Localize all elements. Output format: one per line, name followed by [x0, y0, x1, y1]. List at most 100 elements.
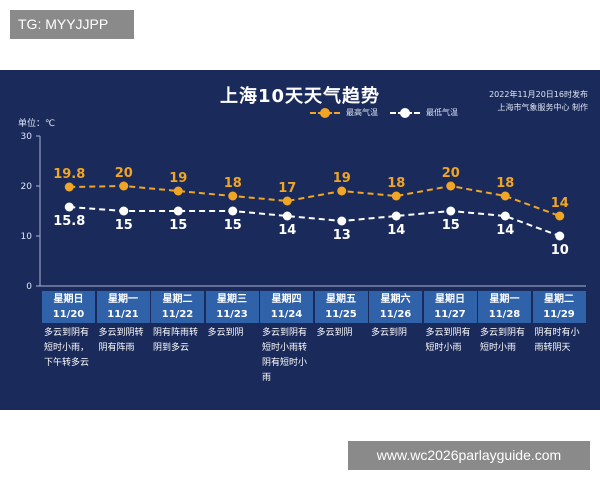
date-label: 11/24: [270, 309, 303, 320]
date-label: 11/27: [434, 309, 466, 320]
low-temp-label: 15.8: [53, 214, 85, 229]
low-temp-point: [446, 206, 456, 216]
day-header: 星期一 11/21: [96, 291, 150, 323]
weekday-label: 星期日: [53, 294, 84, 305]
y-tick-label: 30: [21, 132, 33, 142]
day-header: 星期日 11/20: [42, 291, 95, 323]
day-column: 星期四 11/24 多云到阴有 短时小雨转 阴有短时小 雨: [260, 291, 313, 386]
weather-description: 多云到阴: [207, 328, 244, 338]
date-label: 11/20: [52, 309, 85, 320]
low-temp-point: [282, 211, 292, 221]
weekday-label: 星期三: [217, 294, 247, 305]
weekday-label: 星期六: [380, 294, 411, 305]
high-temp-label: 18: [496, 176, 514, 191]
high-temp-label: 19.8: [53, 167, 85, 182]
legend-high-label: 最高气温: [346, 108, 378, 117]
publish-info: 2022年11月20日16时发布 上海市气象服务中心 制作: [489, 88, 588, 114]
day-header: 星期二 11/22: [151, 291, 204, 323]
high-temp-point: [391, 191, 401, 201]
high-temp-label: 18: [224, 176, 242, 191]
publish-date: 2022年11月20日16时发布: [489, 90, 588, 99]
day-column: 星期六 11/26 多云到阴: [369, 291, 422, 341]
day-column: 星期一 11/21 多云到阴转 阴有阵雨: [96, 291, 150, 356]
day-header: 星期三 11/23: [205, 291, 259, 323]
legend-high-swatch: [310, 107, 340, 118]
low-temp-point: [228, 206, 238, 216]
weather-description: 阴有时有小 雨转阴天: [534, 328, 580, 353]
low-temp-point: [64, 202, 74, 212]
low-temp-label: 15: [224, 218, 242, 233]
day-header: 星期四 11/24: [260, 291, 313, 323]
date-label: 11/28: [488, 309, 521, 320]
weekday-label: 星期日: [435, 294, 465, 305]
low-temp-line: [69, 206, 561, 237]
weekday-label: 星期一: [489, 294, 520, 305]
high-temp-point: [119, 181, 129, 191]
day-header: 星期五 11/25: [314, 291, 368, 323]
high-temp-point: [228, 191, 238, 201]
high-temp-point: [64, 182, 74, 192]
high-temp-point: [555, 211, 565, 221]
high-temp-label: 14: [551, 196, 569, 211]
weekday-label: 星期四: [271, 294, 302, 305]
watermark-bottom: www.wc2026parlayguide.com: [348, 441, 590, 470]
low-temp-point: [500, 211, 510, 221]
high-temp-point: [173, 186, 183, 196]
high-temp-label: 19: [169, 171, 187, 186]
day-column: 星期五 11/25 多云到阴: [314, 291, 368, 341]
date-label: 11/21: [107, 309, 139, 320]
y-tick-label: 10: [21, 232, 33, 242]
y-tick-label: 0: [26, 282, 32, 292]
day-column: 星期一 11/28 多云到阴有 短时小雨: [478, 291, 531, 356]
date-label: 11/29: [543, 309, 575, 320]
low-temp-point: [173, 206, 183, 216]
legend-low-label: 最低气温: [426, 108, 458, 117]
low-temp-label: 14: [496, 223, 514, 238]
date-label: 11/22: [161, 309, 194, 320]
day-column: 星期日 11/27 多云到阴有 短时小雨: [423, 291, 477, 356]
weather-description: 多云到阴有 短时小雨转 阴有短时小 雨: [262, 328, 308, 383]
low-temp-point: [119, 206, 129, 216]
high-temp-label: 20: [442, 166, 460, 181]
high-temp-label: 19: [333, 171, 351, 186]
low-temp-label: 14: [278, 223, 296, 238]
legend-low-temp: 最低气温: [390, 107, 458, 118]
low-temp-label: 15: [115, 218, 133, 233]
high-temp-line: [69, 184, 561, 217]
low-temp-label: 14: [387, 223, 405, 238]
weather-description: 多云到阴: [316, 328, 353, 338]
weather-description: 多云到阴转 阴有阵雨: [98, 328, 144, 353]
high-temp-point: [446, 181, 456, 191]
weather-description: 阴有阵雨转 阴到多云: [153, 328, 199, 353]
legend-high-temp: 最高气温: [310, 107, 378, 118]
date-label: 11/23: [216, 309, 248, 320]
weather-description: 多云到阴有 短时小雨: [480, 328, 526, 353]
weekday-label: 星期二: [544, 294, 574, 305]
y-axis-unit-label: 单位：℃: [18, 119, 56, 129]
weekday-label: 星期五: [326, 294, 356, 305]
watermark-top: TG: MYYJJPP: [10, 10, 134, 39]
chart-title: 上海10天天气趋势: [219, 86, 381, 107]
day-header: 星期日 11/27: [423, 291, 477, 323]
day-column: 星期三 11/23 多云到阴: [205, 291, 259, 341]
low-temp-point: [555, 231, 565, 241]
low-temp-label: 15: [442, 218, 460, 233]
weather-description: 多云到阴有 短时小雨， 下午转多云: [44, 328, 90, 368]
date-label: 11/26: [379, 309, 412, 320]
publisher: 上海市气象服务中心 制作: [497, 103, 588, 112]
high-temp-point: [337, 186, 347, 196]
low-temp-point: [337, 216, 347, 226]
high-temp-point: [282, 196, 292, 206]
day-column: 星期二 11/29 阴有时有小 雨转阴天: [532, 291, 586, 356]
day-column: 星期二 11/22 阴有阵雨转 阴到多云: [151, 291, 204, 356]
weather-chart-panel: 上海10天天气趋势 2022年11月20日16时发布 上海市气象服务中心 制作 …: [0, 70, 600, 410]
weather-description: 多云到阴有 短时小雨: [425, 328, 471, 353]
high-temp-label: 17: [278, 181, 296, 196]
low-temp-point: [391, 211, 401, 221]
day-header: 星期六 11/26: [369, 291, 422, 323]
day-header: 星期一 11/28: [478, 291, 531, 323]
date-label: 11/25: [325, 309, 357, 320]
low-temp-label: 13: [333, 228, 351, 243]
low-temp-label: 10: [551, 243, 569, 258]
legend-low-swatch: [390, 107, 420, 118]
